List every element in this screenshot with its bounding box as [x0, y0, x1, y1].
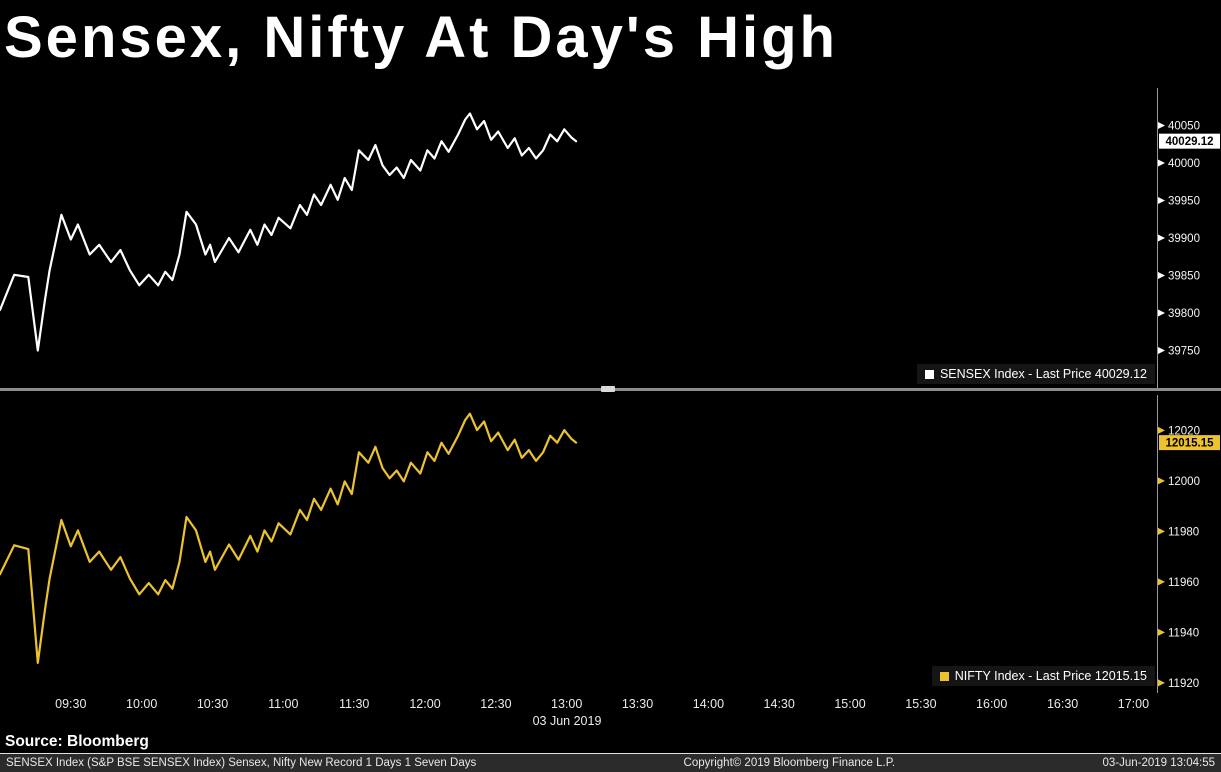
x-axis-tick-label: 13:00: [551, 697, 582, 711]
nifty-series-swatch-icon: [939, 671, 949, 681]
y-tick-arrow-icon: [1158, 347, 1165, 354]
x-axis-tick-label: 10:00: [126, 697, 157, 711]
legend-sensex-label: SENSEX Index - Last Price 40029.12: [939, 367, 1147, 381]
panel-resize-handle[interactable]: [601, 386, 615, 392]
sensex-series-swatch-icon: [924, 369, 934, 379]
y-tick-arrow-icon: [1158, 578, 1165, 586]
y-tick-arrow-icon: [1158, 426, 1165, 434]
y-tick-arrow-icon: [1158, 272, 1165, 279]
x-axis-tick-label: 11:00: [268, 697, 298, 711]
x-axis-tick-label: 16:30: [1047, 697, 1078, 711]
status-datetime: 03-Jun-2019 13:04:55: [1102, 757, 1215, 769]
y-tick-arrow-icon: [1158, 679, 1165, 687]
x-axis-tick-label: 16:00: [976, 697, 1007, 711]
last-price-box-nifty: [1159, 435, 1220, 451]
x-axis-date-label: 03 Jun 2019: [532, 714, 602, 728]
y-tick-label: 39900: [1168, 233, 1200, 245]
y-tick-arrow-icon: [1158, 527, 1165, 535]
x-axis-tick-label: 14:00: [693, 697, 724, 711]
y-tick-arrow-icon: [1158, 234, 1165, 242]
x-axis-tick-label: 14:30: [764, 697, 795, 711]
y-tick-arrow-icon: [1158, 477, 1165, 485]
series-line-sensex: [0, 112, 578, 352]
y-tick-label: 40000: [1168, 158, 1200, 170]
legend-nifty-label: NIFTY Index - Last Price 12015.15: [954, 669, 1147, 683]
y-tick-label: 39950: [1168, 196, 1200, 208]
status-copyright: Copyright© 2019 Bloomberg Finance L.P.: [683, 757, 896, 769]
y-tick-arrow-icon: [1158, 628, 1165, 636]
x-axis-tick-label: 15:30: [905, 697, 936, 711]
legend-sensex[interactable]: SENSEX Index - Last Price 40029.12: [916, 364, 1155, 384]
price-charts-svg: 40050 40000 39950 39900 39850 39800 39750 40029…: [0, 88, 1220, 711]
legend-nifty[interactable]: NIFTY Index - Last Price 12015.15: [931, 666, 1155, 686]
x-axis-tick-label: 12:30: [480, 697, 511, 711]
series-line-nifty: [0, 412, 578, 665]
x-axis-tick-label: 13:30: [622, 697, 653, 711]
y-tick-arrow-icon: [1158, 159, 1165, 167]
source-label: Source: Bloomberg: [5, 733, 149, 750]
x-axis-tick-label: 15:00: [834, 697, 865, 711]
last-price-value-nifty: 12015.15: [1166, 438, 1215, 450]
y-tick-label: 11960: [1168, 577, 1199, 589]
y-tick-label: 11980: [1168, 526, 1199, 538]
status-chart-description: SENSEX Index (S&P BSE SENSEX Index) Sens…: [6, 757, 477, 769]
y-tick-arrow-icon: [1158, 122, 1165, 129]
x-axis-tick-label: 12:00: [409, 697, 440, 711]
last-price-value-sensex: 40029.12: [1166, 136, 1214, 148]
y-tick-label: 11920: [1168, 678, 1199, 690]
x-axis-tick-label: 11:30: [339, 697, 369, 711]
y-tick-label: 11940: [1168, 627, 1199, 639]
y-tick-label: 39800: [1168, 308, 1200, 320]
chart-title: Sensex, Nifty At Day's High: [4, 5, 838, 70]
y-tick-label: 39850: [1168, 271, 1200, 283]
y-tick-label: 12000: [1168, 476, 1200, 488]
status-bar: SENSEX Index (S&P BSE SENSEX Index) Sens…: [0, 753, 1221, 772]
y-tick-label: 12020: [1168, 425, 1200, 437]
x-axis-tick-label: 17:00: [1118, 697, 1149, 711]
y-tick-arrow-icon: [1158, 309, 1165, 317]
y-tick-arrow-icon: [1158, 197, 1165, 204]
x-axis-tick-label: 09:30: [55, 697, 86, 711]
chart-plot-area[interactable]: 40050 40000 39950 39900 39850 39800 39750 40029…: [0, 0, 1221, 730]
x-axis-tick-label: 10:30: [197, 697, 228, 711]
y-tick-label: 40050: [1168, 121, 1200, 133]
y-tick-label: 39750: [1168, 346, 1200, 358]
last-price-box-sensex: [1159, 133, 1220, 149]
